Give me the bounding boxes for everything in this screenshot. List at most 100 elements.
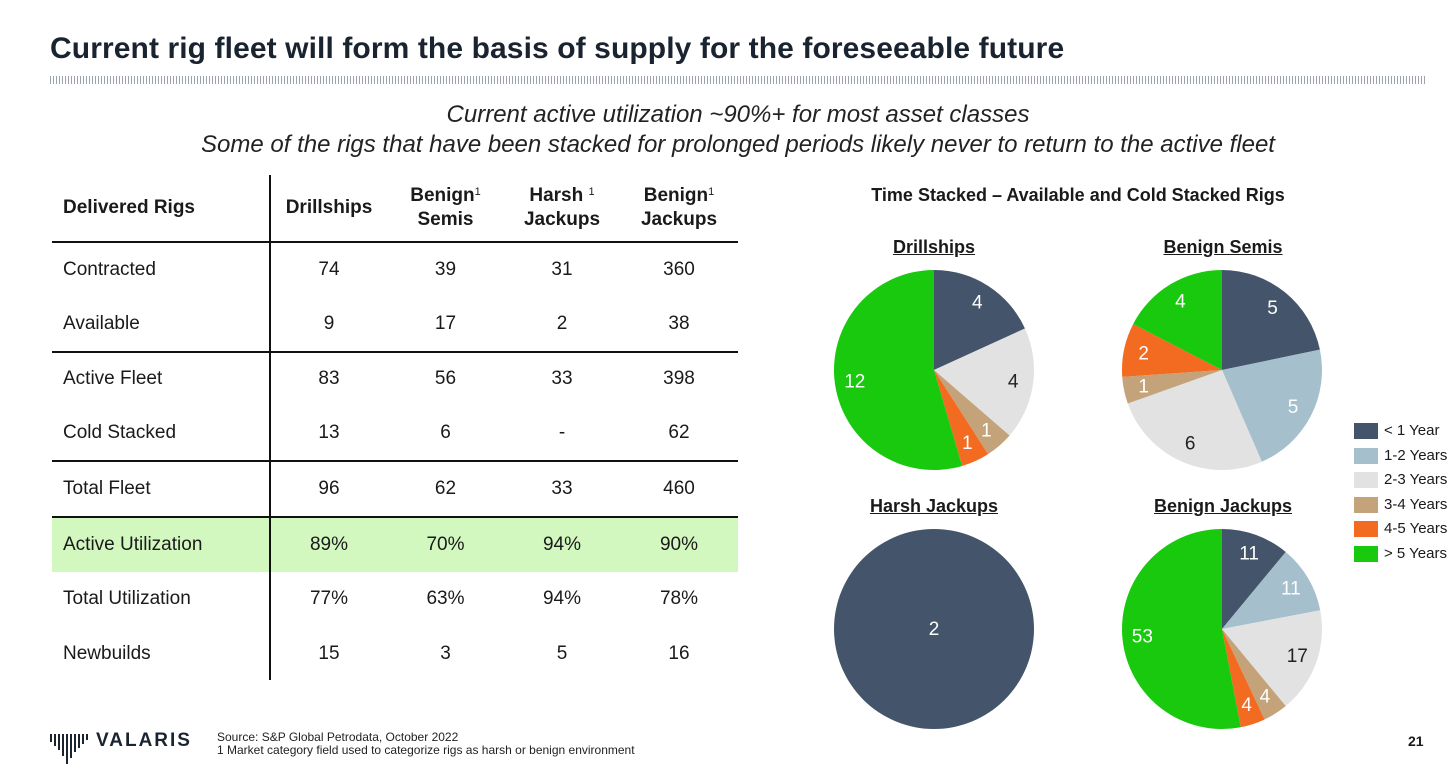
table-cell: 90% [659, 534, 699, 555]
table-cell: 6 [440, 422, 451, 443]
table-cell: 16 [668, 643, 690, 664]
col-header-drillships: Drillships [285, 197, 373, 218]
legend-label: > 5 Years [1384, 544, 1447, 562]
legend-label: 4-5 Years [1384, 520, 1448, 537]
footnote-line: 1 Market category field used to categori… [217, 743, 635, 757]
pie-title-benign-jackups: Benign Jackups [1153, 496, 1293, 516]
legend-swatch [1354, 545, 1378, 562]
table-cell: 33 [551, 478, 573, 499]
col-header-benign-jackups: Benign1 Jackups [640, 185, 718, 230]
title-divider [50, 76, 1426, 84]
subtitle-line-2: Some of the rigs that have been stacked … [201, 131, 1275, 158]
pie-data-label: 53 [1132, 627, 1153, 648]
pie-data-label: 1 [1138, 376, 1149, 397]
pie-slice [934, 328, 1035, 436]
pie-slice [1222, 629, 1265, 728]
pie-slice [1222, 551, 1321, 629]
legend-label: < 1 Year [1384, 422, 1440, 439]
page-number: 21 [1408, 733, 1424, 749]
pie-data-label: 5 [1267, 298, 1278, 319]
table-cell: 39 [434, 259, 457, 280]
row-label: Contracted [63, 259, 156, 280]
pie-data-label: 2 [1138, 344, 1149, 365]
table-cell: 74 [318, 259, 340, 280]
source-line: Source: S&P Global Petrodata, October 20… [217, 730, 459, 744]
pie-data-label: 11 [1239, 544, 1259, 565]
pie-slice [834, 270, 963, 471]
pie-slice [1222, 349, 1322, 462]
table-column-divider [269, 175, 271, 680]
subtitle-line-1: Current active utilization ~90%+ for mos… [446, 101, 1030, 128]
table-row: Contracted 74 39 31 360 [52, 243, 738, 297]
table-cell: 17 [434, 313, 457, 334]
table-cell: 96 [318, 478, 340, 499]
table-cell: 94% [542, 588, 582, 609]
pie-data-label: 4 [972, 293, 983, 314]
table-cell: 83 [318, 368, 340, 389]
row-label: Active Utilization [63, 534, 203, 555]
legend-swatch [1354, 447, 1378, 464]
row-label: Newbuilds [63, 643, 151, 664]
table-cell: 38 [668, 313, 690, 334]
pie-slice [1127, 370, 1262, 470]
pie-data-label: 4 [1241, 695, 1252, 716]
pie-slice [834, 529, 1034, 729]
legend-swatch [1354, 423, 1378, 439]
table-cell: 62 [434, 478, 457, 499]
legend-swatch [1354, 472, 1378, 488]
table-cell: 70% [426, 534, 465, 555]
table-row: Available 9 17 2 38 [52, 297, 738, 353]
table-cell: 62 [668, 422, 690, 443]
legend-label: 1-2 Years [1384, 446, 1448, 464]
table-cell: 56 [434, 368, 457, 389]
table-row: Active Fleet 83 56 33 398 [52, 352, 738, 406]
table-cell: - [558, 422, 566, 443]
table-row: Total Fleet 96 62 33 460 [52, 462, 738, 518]
table-row-highlighted: Active Utilization 89% 70% 94% 90% [52, 518, 738, 572]
table-cell: 89% [309, 534, 349, 555]
pie-data-label: 4 [1175, 292, 1186, 313]
table-corner-label: Delivered Rigs [63, 197, 195, 218]
pie-data-label: 4 [1260, 687, 1271, 708]
pie-data-label: 2 [929, 619, 940, 640]
pie-slice [934, 370, 1010, 455]
table-cell: 15 [318, 643, 340, 664]
pie-data-label: 1 [962, 433, 973, 454]
pie-data-label: 11 [1281, 578, 1301, 599]
pie-slice [934, 270, 1025, 370]
table-cell: 2 [556, 313, 568, 334]
table-cell: 9 [323, 313, 335, 334]
page-title: Current rig fleet will form the basis of… [50, 32, 1065, 65]
pie-slice [1121, 529, 1241, 729]
row-label: Available [63, 313, 140, 334]
legend-label: 3-4 Years [1384, 495, 1448, 513]
col-header-harsh-jackups: Harsh 1 Jackups [523, 185, 601, 230]
pie-slice [1222, 610, 1322, 707]
pie-data-label: 5 [1288, 397, 1299, 418]
pie-slice [1122, 323, 1222, 377]
pie-slice [1222, 629, 1286, 720]
col-header-benign-semis: Benign1 Semis [410, 185, 481, 230]
row-label: Cold Stacked [63, 422, 177, 443]
pie-slice [1133, 270, 1222, 370]
pie-slice [1122, 370, 1222, 404]
table-row: Cold Stacked 13 6 - 62 [52, 406, 738, 462]
row-label: Total Utilization [63, 588, 191, 609]
pie-data-label: 17 [1287, 646, 1308, 667]
table-cell: 33 [551, 368, 573, 389]
table-cell: 13 [318, 422, 340, 443]
table-cell: 460 [663, 478, 695, 499]
row-label: Total Fleet [63, 478, 151, 499]
pie-data-label: 1 [981, 420, 992, 441]
valaris-logo-icon [50, 734, 88, 764]
legend-swatch [1354, 521, 1378, 537]
table-header: Delivered Rigs Drillships Benign1 Semis H… [52, 175, 738, 243]
table-cell: 31 [551, 259, 573, 280]
table-cell: 63% [426, 588, 465, 609]
table-cell: 360 [663, 259, 695, 280]
pie-data-label: 4 [1008, 371, 1019, 392]
pie-slice [934, 370, 989, 466]
table-cell: 5 [556, 643, 568, 664]
row-label: Active Fleet [63, 368, 163, 389]
pie-title-harsh-jackups: Harsh Jackups [869, 496, 999, 516]
